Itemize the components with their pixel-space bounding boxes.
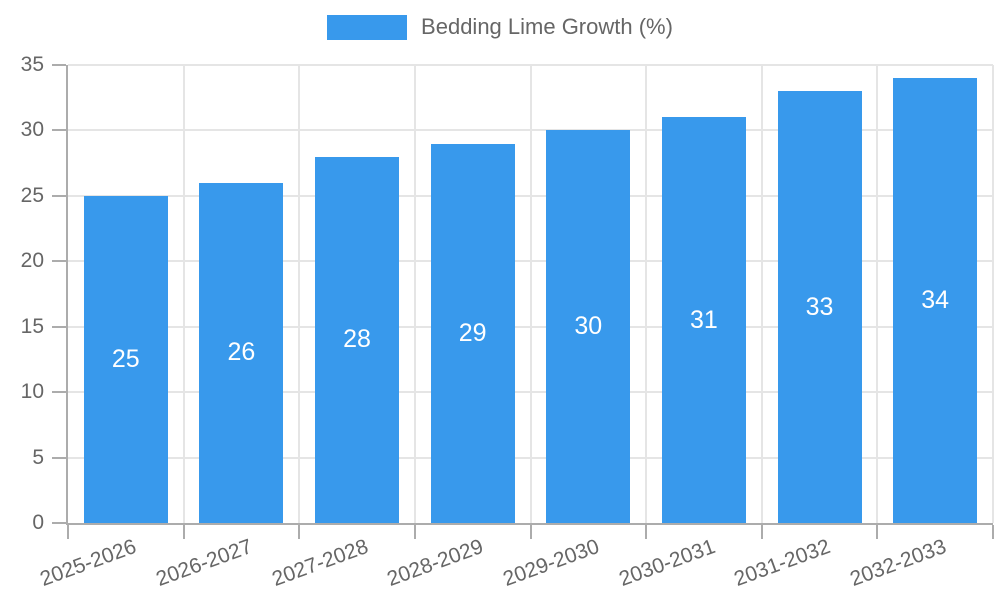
tick-mark-x — [413, 525, 416, 539]
y-axis-tick-label: 35 — [20, 53, 44, 76]
legend-label: Bedding Lime Growth (%) — [421, 14, 673, 39]
x-axis-tick-label: 2031-2032 — [731, 535, 834, 591]
x-axis-tick-label: 2026-2027 — [153, 535, 256, 591]
bar-value-label: 34 — [921, 286, 950, 315]
tick-mark-y — [52, 391, 66, 394]
bar-2025-2026[interactable]: 25 — [83, 195, 168, 523]
x-axis-tick-label: 2028-2029 — [384, 535, 487, 591]
x-axis-tick-label: 2027-2028 — [268, 535, 371, 591]
tick-mark-x — [876, 525, 879, 539]
plot-area: 0 5 10 15 20 25 30 35 2025-2026 2026-2027 2027-202… — [21, 54, 994, 591]
bar-value-label: 26 — [227, 338, 256, 367]
bar-2029-2030[interactable]: 30 — [546, 130, 631, 523]
tick-mark-y — [52, 325, 66, 328]
tick-mark-y — [52, 522, 66, 524]
gridline-x — [413, 65, 416, 523]
bar-2032-2033[interactable]: 34 — [893, 78, 978, 523]
tick-mark-x — [298, 525, 301, 539]
x-axis-tick-label: 2032-2033 — [846, 535, 950, 591]
bar-value-label: 33 — [805, 292, 834, 321]
bar-value-label: 30 — [574, 312, 603, 341]
gridline-x — [645, 65, 648, 523]
gridline-x — [992, 65, 994, 523]
y-axis-tick-label: 25 — [20, 183, 44, 207]
tick-mark-x — [992, 525, 994, 539]
tick-mark-x — [67, 525, 69, 539]
y-axis-tick-label: 10 — [20, 380, 44, 404]
bar-2027-2028[interactable]: 28 — [315, 156, 400, 523]
legend-item-bedding-lime-growth[interactable]: Bedding Lime Growth (%) — [327, 14, 673, 40]
x-axis-tick-label: 2029-2030 — [499, 535, 603, 591]
bar-2026-2027[interactable]: 26 — [199, 182, 284, 523]
x-axis-tick-label: 2025-2026 — [37, 535, 140, 591]
tick-mark-x — [529, 525, 532, 539]
gridline-x — [760, 65, 763, 523]
bar-2028-2029[interactable]: 29 — [430, 143, 515, 523]
y-axis-tick-label: 15 — [20, 314, 44, 338]
tick-mark-x — [182, 525, 185, 539]
x-axis-tick-label: 2030-2031 — [615, 535, 718, 591]
tick-mark-y — [52, 194, 66, 197]
legend-swatch — [327, 14, 408, 40]
gridline-x — [182, 65, 185, 523]
tick-mark-x — [760, 525, 763, 539]
chart-legend: Bedding Lime Growth (%) — [0, 14, 1000, 40]
bar-value-label: 28 — [343, 325, 371, 354]
tick-mark-y — [52, 64, 66, 66]
bar-value-label: 29 — [458, 318, 487, 347]
y-axis-tick-label: 0 — [32, 511, 44, 534]
tick-mark-y — [52, 129, 66, 132]
bar-value-label: 25 — [111, 344, 140, 373]
tick-mark-y — [52, 260, 66, 263]
bar-2030-2031[interactable]: 31 — [661, 117, 746, 523]
bar-2031-2032[interactable]: 33 — [777, 91, 862, 523]
bar-value-label: 31 — [690, 305, 718, 334]
y-axis-tick-label: 30 — [20, 118, 44, 142]
gridline-x — [876, 65, 879, 523]
gridline-x — [529, 65, 532, 523]
tick-mark-x — [645, 525, 648, 539]
tick-mark-y — [52, 456, 66, 459]
gridline-x — [298, 65, 301, 523]
y-axis-tick-label: 20 — [20, 249, 44, 273]
y-axis-tick-label: 5 — [32, 445, 44, 469]
